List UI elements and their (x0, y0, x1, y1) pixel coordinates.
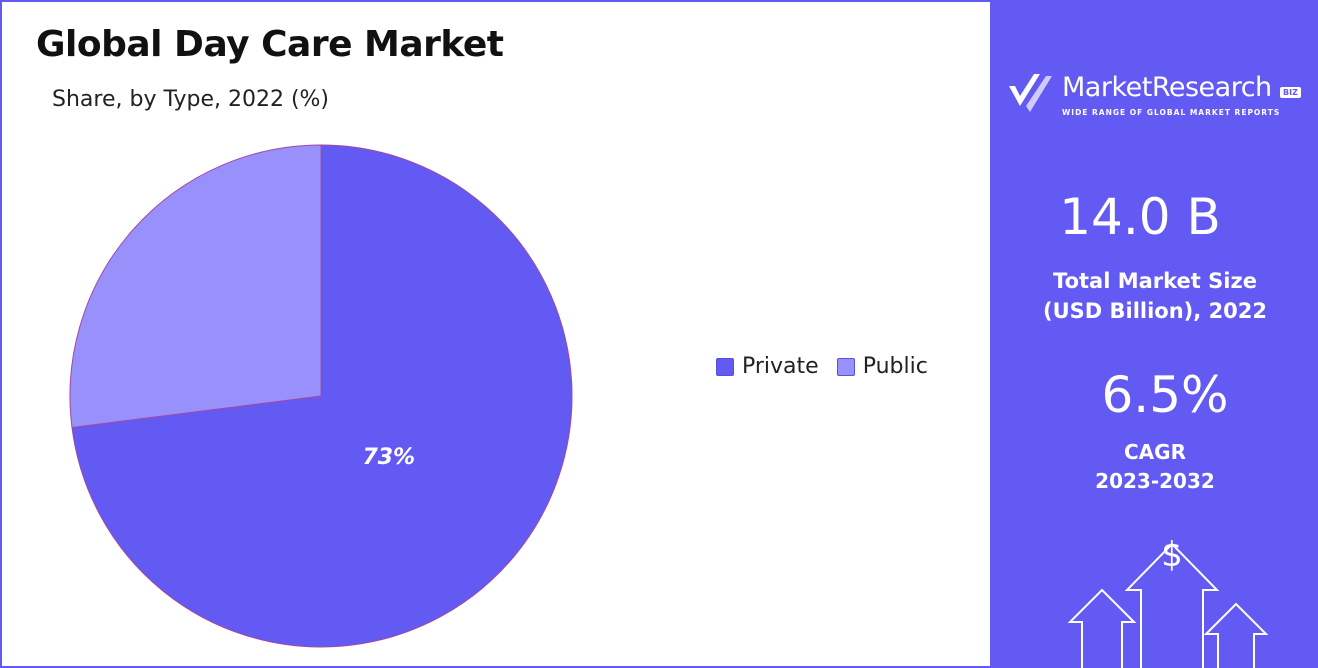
legend-swatch-private (716, 357, 734, 376)
data-label-private: 73% (362, 445, 415, 470)
pie-chart: 73% (69, 144, 573, 648)
market-size-label-line2: (USD Billion), 2022 (1042, 299, 1268, 323)
legend-item-public: Public (836, 354, 928, 379)
pie-slice-private (71, 144, 573, 648)
chart-legend: Private Public (716, 354, 928, 379)
stats-sidebar: MarketResearch BIZ WIDE RANGE OF GLOBAL … (990, 2, 1318, 668)
market-size-label: Total Market Size (USD Billion), 2022 (990, 266, 1318, 326)
legend-swatch-public (836, 357, 855, 376)
growth-arrows-icon: $ (1067, 535, 1269, 668)
brand-logo-icon (1009, 74, 1052, 112)
chart-subtitle: Share, by Type, 2022 (%) (52, 87, 330, 112)
cagr-value: 6.5% (1101, 366, 1229, 424)
chart-title: Global Day Care Market (36, 24, 504, 65)
cagr-label: CAGR 2023-2032 (990, 438, 1318, 496)
pie-slice-public (69, 144, 322, 429)
brand-logo: MarketResearch BIZ WIDE RANGE OF GLOBAL … (1006, 64, 1306, 124)
legend-label-private: Private (742, 354, 819, 379)
cagr-label-line1: CAGR (1124, 440, 1186, 464)
brand-name: MarketResearch (1062, 72, 1272, 103)
legend-item-private: Private (716, 354, 819, 379)
market-size-value: 14.0 B (1059, 188, 1221, 246)
brand-tagline: WIDE RANGE OF GLOBAL MARKET REPORTS (1062, 108, 1281, 117)
legend-label-public: Public (862, 354, 928, 379)
cagr-label-line2: 2023-2032 (1095, 469, 1215, 493)
dollar-icon: $ (1161, 535, 1183, 575)
brand-badge: BIZ (1280, 87, 1301, 98)
chart-panel: Global Day Care Market Share, by Type, 2… (2, 2, 990, 668)
market-size-label-line1: Total Market Size (1053, 269, 1257, 293)
